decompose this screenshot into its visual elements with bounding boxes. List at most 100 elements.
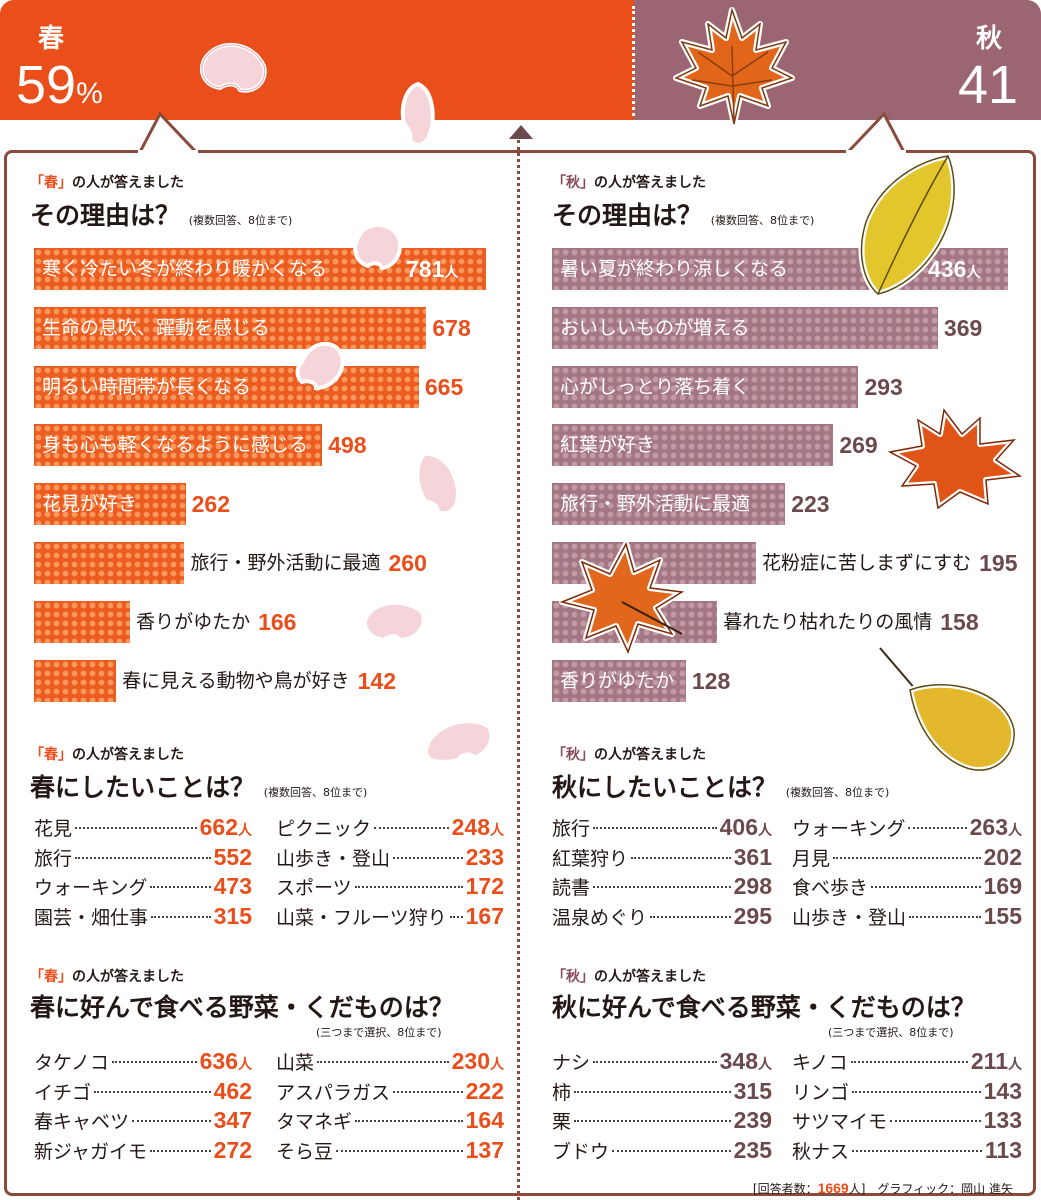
cherry-petal-icon — [200, 43, 267, 93]
autumn-todo-label: 「秋」の人が答えました — [552, 747, 706, 763]
spring-rank-row: イチゴ 462 — [34, 1078, 252, 1108]
rank-value: 113 — [984, 1136, 1022, 1163]
autumn-food-title: 秋に好んで食べる野菜・くだものは？ — [552, 993, 976, 1022]
leader-dots — [150, 886, 211, 888]
leader-dots — [449, 915, 463, 918]
autumn-bar — [552, 424, 834, 467]
rank-value: 202 — [983, 843, 1022, 870]
spring-bar — [34, 365, 419, 408]
leader-dots — [574, 1120, 731, 1122]
rank-name: ナシ — [552, 1052, 591, 1074]
rank-name: 柿 — [552, 1081, 572, 1104]
spring-bar-value: 781人 — [406, 256, 459, 282]
cherry-petal-icon — [423, 719, 494, 764]
spring-bar — [34, 659, 117, 702]
rank-value: 167 — [465, 902, 504, 929]
rank-value: 248人 — [451, 814, 504, 840]
rank-value: 406人 — [719, 814, 772, 840]
rank-name: 新ジャガイモ — [34, 1140, 148, 1163]
spring-header — [0, 0, 634, 120]
rank-value: 172 — [465, 873, 504, 899]
maple-leaf-icon — [673, 7, 795, 127]
rank-value: 169 — [983, 873, 1022, 899]
autumn-rank-row: 柿 315 — [552, 1078, 772, 1108]
rank-value: 133 — [983, 1107, 1022, 1133]
spring-rank-row: 新ジャガイモ 272 — [34, 1137, 252, 1167]
autumn-rank-row: ブドウ 235 — [552, 1137, 772, 1167]
rank-value: 155 — [983, 902, 1022, 929]
spring-bar-value: 665 — [424, 373, 464, 400]
autumn-rank-row: 紅葉狩り 361 — [552, 844, 772, 874]
autumn-bar-label: おいしいものが増える — [560, 316, 750, 339]
autumn-bar-value: 223 — [791, 491, 830, 518]
spring-bar-label: 明るい時間帯が長くなる — [42, 375, 252, 398]
rank-name: 山歩き・登山 — [276, 847, 391, 870]
leader-dots — [890, 1120, 981, 1122]
autumn-callout-notch — [846, 112, 906, 156]
spring-bar-value: 498 — [328, 432, 367, 459]
autumn-rank-row: 温泉めぐり 295 — [552, 903, 772, 933]
autumn-bar — [552, 365, 859, 408]
rank-value: 164 — [465, 1107, 504, 1133]
rank-name: タケノコ — [34, 1052, 109, 1074]
spring-food-note: (三つまで選択、8位まで) — [316, 1026, 442, 1039]
autumn-bar-value: 195 — [979, 550, 1018, 576]
leader-dots — [852, 1149, 982, 1152]
rank-name: 食べ歩き — [792, 877, 869, 899]
spring-todo-label: 「春」の人が答えました — [30, 747, 184, 763]
autumn-bar-label: 暑い夏が終わり涼しくなる — [560, 258, 789, 280]
leader-dots — [593, 827, 717, 829]
spring-todo-title: 春にしたいことは？ (複数回答、8位まで) — [30, 773, 368, 802]
autumn-food-label: 「秋」の人が答えました — [552, 969, 706, 985]
header-divider — [632, 6, 635, 116]
leader-dots — [631, 856, 731, 859]
spring-rank-row: 花見 662人 — [34, 814, 252, 844]
autumn-food-note: (三つまで選択、8位まで) — [828, 1026, 954, 1039]
rank-value: 295 — [733, 902, 772, 929]
maple-leaf-icon — [559, 541, 685, 655]
cherry-petal-icon — [363, 600, 426, 643]
autumn-bar-label: 心がしっとり落ち着く — [560, 375, 751, 398]
rank-value: 233 — [465, 843, 504, 870]
rank-value: 211人 — [970, 1048, 1022, 1074]
spring-bar-label: 生命の息吹、躍動を感じる — [42, 316, 271, 339]
yellow-leaf-icon — [879, 647, 1018, 774]
rank-value: 235 — [733, 1136, 772, 1163]
rank-name: 旅行 — [552, 818, 591, 840]
leader-dots — [909, 915, 981, 918]
leader-dots — [593, 886, 731, 888]
leader-dots — [612, 1149, 731, 1152]
spring-bar-value: 142 — [357, 667, 396, 694]
rank-name: アスパラガス — [276, 1081, 391, 1104]
spring-bar-label: 身も心も軽くなるように感じる — [42, 434, 309, 457]
rank-name: リンゴ — [792, 1081, 850, 1104]
rank-name: ブドウ — [552, 1140, 610, 1163]
spring-rank-row: 山菜・フルーツ狩り 167 — [276, 903, 504, 933]
rank-name: 山菜・フルーツ狩り — [276, 906, 447, 929]
spring-reasons-title: その理由は？ (複数回答、8位まで) — [30, 201, 293, 230]
rank-value: 230人 — [451, 1048, 504, 1074]
cherry-petal-icon — [415, 451, 461, 516]
spring-rank-row: 春キャベツ 347 — [34, 1107, 252, 1137]
cherry-petal-icon — [295, 341, 345, 391]
leader-dots — [151, 915, 211, 918]
autumn-rank-row: 山歩き・登山 155 — [792, 903, 1022, 933]
rank-value: 137 — [465, 1136, 504, 1163]
autumn-bar-value: 293 — [864, 373, 903, 400]
autumn-rank-row: 秋ナス 113 — [792, 1137, 1022, 1167]
spring-rank-row: タマネギ 164 — [276, 1107, 504, 1137]
leader-dots — [75, 856, 211, 859]
rank-value: 143 — [983, 1077, 1022, 1104]
spring-bar — [34, 483, 186, 526]
leader-dots — [650, 915, 731, 918]
center-arrow-icon — [509, 125, 533, 139]
leader-dots — [393, 1090, 463, 1093]
rank-value: 263人 — [969, 814, 1022, 840]
spring-bar — [34, 248, 486, 290]
rank-value: 348人 — [719, 1048, 772, 1074]
autumn-rank-row: 旅行 406人 — [552, 814, 772, 844]
autumn-bar-label: 花粉症に苦しまずにすむ — [761, 552, 972, 574]
spring-rank-row: 山歩き・登山 233 — [276, 844, 504, 874]
rank-name: そら豆 — [276, 1140, 334, 1163]
rank-value: 636人 — [199, 1048, 252, 1074]
